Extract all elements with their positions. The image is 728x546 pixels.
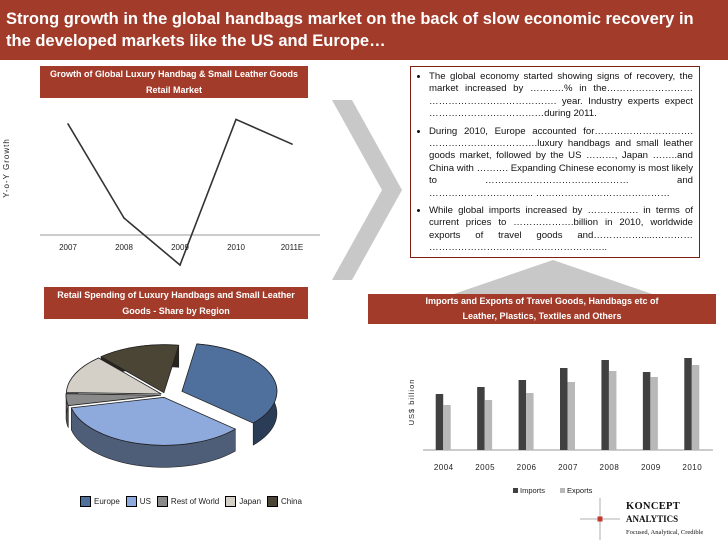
bar-imports-2010 [684,358,692,450]
pie-slice-china [100,344,180,394]
x-tick-label: 2009 [171,243,189,252]
bar-chart: 2004 2005 2006 2007 2008 2009 2010 US$ billion I… [407,358,713,495]
pie-chart-header-line1: Retail Spending of Luxury Handbags and S… [57,290,295,300]
bar-exports-2008 [608,371,617,450]
growth-point [291,143,293,145]
x-tick-label: 2007 [59,243,77,252]
growth-point [179,264,181,266]
bar-imports-2004 [435,394,444,450]
legend-swatch [156,496,168,507]
bar-exports-2005 [484,400,493,450]
growth-point [123,217,125,219]
x-tick-label: 2007 [558,463,578,472]
x-tick-label: 2009 [641,463,661,472]
line-chart: 2007 2008 2009 2010 2011E Y-o-Y Growth [2,118,320,267]
pie-slice-rest-of-world [65,393,162,407]
legend-swatch [80,496,91,507]
pie-chart [65,343,278,468]
legend-label: Japan [239,497,262,506]
arrow-right-icon [332,100,402,280]
line-chart-header: Growth of Global Luxury Handbag & Small … [40,66,308,98]
pie-chart-header-line2: Goods - Share by Region [122,306,230,316]
logo-name-line2: ANALYTICS [626,514,679,524]
legend-item-china: China [267,496,302,507]
bar-exports-2006 [526,393,534,450]
logo-tagline: Focused, Analytical, Credible [626,529,704,536]
bullet-item: The global economy started showing signs… [429,71,693,121]
legend-label: Rest of World [170,497,220,506]
pie-slice-us [70,396,237,446]
bar-exports-2004 [443,405,451,450]
page-title: Strong growth in the global handbags mar… [6,10,694,50]
koncept-analytics-logo: KONCEPT ANALYTICS Focused, Analytical, C… [566,494,726,544]
legend-swatch [125,496,137,507]
bar-imports-2009 [642,372,651,450]
x-tick-label: 2004 [434,463,454,472]
arrow-up-icon [448,260,658,298]
line-chart-header-line1: Growth of Global Luxury Handbag & Small … [49,69,299,79]
bar-imports-2006 [518,380,527,450]
legend-label: China [281,497,302,506]
bar-imports-2005 [477,387,485,450]
legend-label: US [139,497,151,506]
x-tick-label: 2010 [682,463,702,472]
legend-label-imports: Imports [520,486,545,495]
crosshair-icon [580,498,620,540]
pie-legend: Europe US Rest of World Japan China [80,496,308,507]
bar-imports-2008 [601,360,609,450]
x-tick-label: 2005 [475,463,495,472]
bar-exports-2007 [567,382,575,450]
x-tick-label: 2006 [517,463,537,472]
title-bar: Strong growth in the global handbags mar… [0,0,728,60]
x-tick-label: 2011E [281,243,304,252]
legend-item-us: US [125,496,151,507]
pie-slice-japan [66,357,162,395]
legend-swatch [225,496,237,507]
legend-swatch [267,496,279,507]
line-chart-header-line2: Retail Market [145,85,203,95]
y-axis-label: Y-o-Y Growth [2,138,11,198]
y-axis-label: US$ billion [407,379,416,426]
bar-exports-2010 [691,365,700,450]
logo-name: KONCEPT [626,501,681,512]
bullet-item: While global imports increased by …………….… [429,205,693,255]
bar-exports-2009 [650,377,658,450]
growth-point [67,123,69,125]
pie-chart-header: Retail Spending of Luxury Handbags and S… [44,287,308,319]
legend-swatch-exports [560,488,565,493]
bar-imports-2007 [560,368,568,450]
bullet-item: During 2010, Europe accounted for…………………… [429,126,693,200]
legend-item-europe: Europe [80,496,120,507]
bar-chart-header-line2: Leather, Plastics, Textiles and Others [462,311,622,321]
pie-slice-europe [181,343,278,424]
x-tick-label: 2008 [600,463,620,472]
growth-point [235,118,237,121]
legend-swatch-imports [513,488,518,493]
bar-chart-header-line1: Imports and Exports of Travel Goods, Han… [425,296,659,306]
bar-chart-header: Imports and Exports of Travel Goods, Han… [368,294,716,324]
legend-item-japan: Japan [225,496,261,507]
x-tick-label: 2008 [115,243,133,252]
x-tick-label: 2010 [227,243,245,252]
legend-label: Europe [94,497,120,506]
commentary-box: The global economy started showing signs… [410,66,700,258]
legend-label-exports: Exports [567,486,593,495]
legend-item-rest-of-world: Rest of World [156,496,220,507]
